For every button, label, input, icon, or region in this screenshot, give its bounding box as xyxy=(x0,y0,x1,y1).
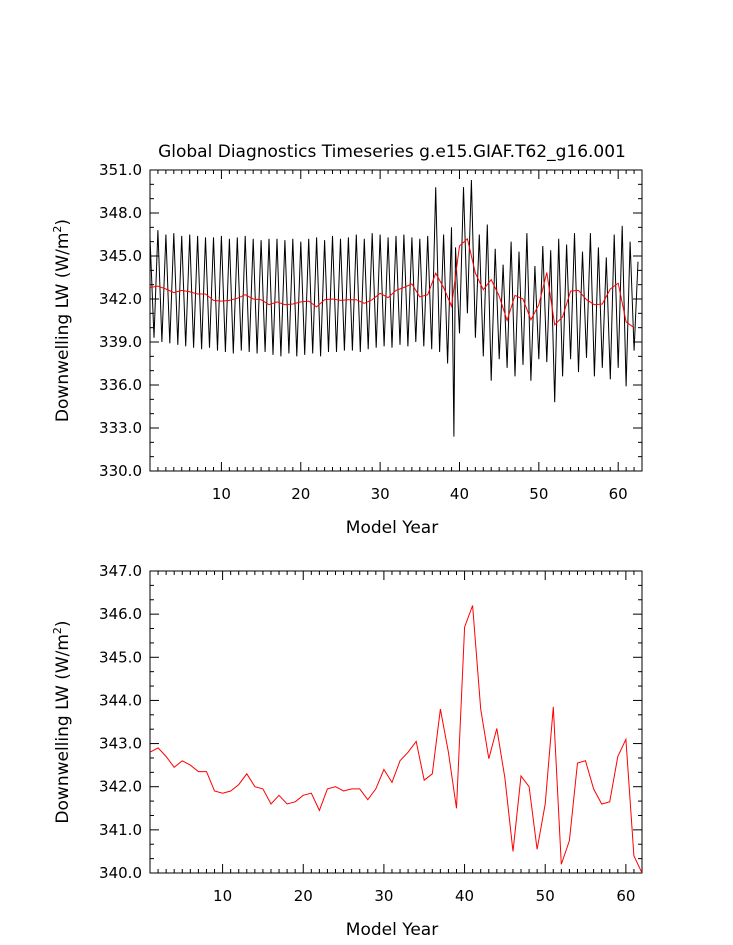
top-y-tick-label: 342.0 xyxy=(99,290,142,308)
bottom-y-tick-label: 347.0 xyxy=(99,562,142,580)
bottom-x-tick-label: 60 xyxy=(616,887,635,905)
figure-title: Global Diagnostics Timeseries g.e15.GIAF… xyxy=(158,142,626,162)
bottom-plot-frame xyxy=(149,570,643,874)
top-y-tick-label: 336.0 xyxy=(99,376,142,394)
top-y-tick-label: 333.0 xyxy=(99,419,142,437)
top-plot-frame xyxy=(149,169,643,472)
top-x-tick-label: 10 xyxy=(212,485,231,503)
top-x-tick-label: 40 xyxy=(450,485,469,503)
top-y-tick-label: 339.0 xyxy=(99,333,142,351)
bottom-y-tick-label: 343.0 xyxy=(99,735,142,753)
bottom-x-tick-label: 20 xyxy=(294,887,313,905)
bottom-x-axis-title: Model Year xyxy=(346,920,438,940)
top-x-tick-label: 30 xyxy=(371,485,390,503)
bottom-series-line-annual xyxy=(150,605,642,873)
bottom-y-tick-label: 345.0 xyxy=(99,648,142,666)
bottom-x-tick-label: 30 xyxy=(374,887,393,905)
bottom-y-tick-label: 344.0 xyxy=(99,691,142,709)
bottom-panel: 10 20 30 40 50 60 340.0 341.0 342.0 343.0 344.0 345… xyxy=(51,562,643,940)
top-y-axis-title: Downwelling LW (W/m2) xyxy=(51,219,73,422)
bottom-y-tick-label: 341.0 xyxy=(99,821,142,839)
top-series-line-monthly xyxy=(150,179,639,437)
bottom-y-axis-title: Downwelling LW (W/m2) xyxy=(51,620,73,823)
top-x-tick-label: 20 xyxy=(291,485,310,503)
bottom-y-tick-label: 340.0 xyxy=(99,864,142,882)
top-x-tick-label: 60 xyxy=(609,485,628,503)
bottom-y-tick-label: 342.0 xyxy=(99,778,142,796)
top-y-tick-label: 351.0 xyxy=(99,161,142,179)
top-y-tick-label: 330.0 xyxy=(99,462,142,480)
bottom-x-tick-label: 50 xyxy=(536,887,555,905)
top-series-line-annual xyxy=(150,237,635,329)
bottom-x-tick-label: 40 xyxy=(455,887,474,905)
top-x-tick-label: 50 xyxy=(529,485,548,503)
bottom-x-tick-label: 10 xyxy=(213,887,232,905)
top-panel: 10 20 30 40 50 60 330.0 333.0 336.0 339.0 342.0 345… xyxy=(51,161,643,538)
top-y-tick-label: 348.0 xyxy=(99,204,142,222)
top-x-axis-title: Model Year xyxy=(346,518,438,538)
bottom-y-tick-label: 346.0 xyxy=(99,605,142,623)
top-y-tick-label: 345.0 xyxy=(99,247,142,265)
